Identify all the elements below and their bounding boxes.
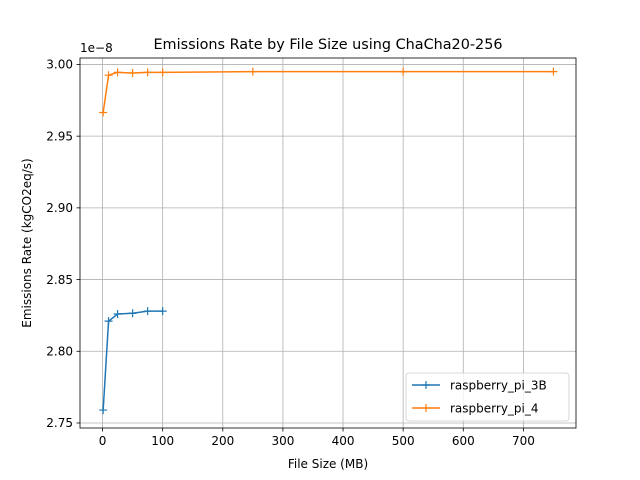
data-point-raspberry-pi-4	[99, 108, 108, 117]
data-point-raspberry-pi-4	[399, 67, 408, 76]
x-tick-label: 400	[332, 434, 355, 448]
y-tick-label: 2.85	[46, 273, 73, 287]
data-point-raspberry-pi-4	[158, 68, 167, 77]
legend-label-raspberry-pi-4: raspberry_pi_4	[450, 402, 539, 416]
grid	[80, 58, 576, 428]
y-tick-label: 2.95	[46, 129, 73, 143]
x-tick-label: 500	[392, 434, 415, 448]
series-area	[99, 67, 558, 415]
y-tick-label: 2.90	[46, 201, 73, 215]
y-offset-label: 1e−8	[80, 41, 113, 55]
y-axis-label: Emissions Rate (kgCO2eq/s)	[20, 158, 34, 327]
plot-frame	[79, 57, 577, 429]
y-tick-label: 2.80	[46, 344, 73, 358]
data-point-raspberry-pi-4	[143, 68, 152, 77]
series-line-raspberry-pi-4	[102, 70, 554, 113]
data-point-raspberry-pi-4	[104, 71, 113, 80]
data-point-raspberry-pi-3b	[128, 309, 137, 318]
x-tick-label: 700	[512, 434, 535, 448]
y-tick-label: 2.75	[46, 416, 73, 430]
y-tick-label: 3.00	[46, 58, 73, 72]
x-tick-label: 600	[452, 434, 475, 448]
data-point-raspberry-pi-3b	[113, 309, 122, 318]
data-point-raspberry-pi-3b	[99, 406, 108, 415]
series-line-raspberry-pi-3b	[102, 310, 163, 411]
data-point-raspberry-pi-3b	[158, 307, 167, 316]
data-point-raspberry-pi-4	[549, 67, 558, 76]
data-point-raspberry-pi-4	[248, 67, 257, 76]
x-tick-label: 100	[151, 434, 174, 448]
axis-ticks: 0 100 200 300 400 500 600 700 2.75 2.80 2.85 2.90 2.…	[46, 58, 535, 448]
legend-label-raspberry-pi-3b: raspberry_pi_3B	[450, 379, 547, 393]
x-tick-label: 200	[211, 434, 234, 448]
x-axis-label: File Size (MB)	[288, 457, 368, 471]
data-point-raspberry-pi-3b	[104, 317, 113, 326]
legend-marker-raspberry-pi-3b	[422, 381, 430, 389]
legend-box	[405, 372, 570, 422]
x-tick-label: 0	[99, 434, 107, 448]
x-tick-label: 300	[271, 434, 294, 448]
chart-title: Emissions Rate by File Size using ChaCha…	[153, 37, 502, 53]
data-point-raspberry-pi-4	[128, 69, 137, 78]
data-point-raspberry-pi-4	[113, 68, 122, 77]
legend-marker-raspberry-pi-4	[422, 404, 430, 412]
data-point-raspberry-pi-3b	[143, 307, 152, 316]
legend: raspberry_pi_3B raspberry_pi_4	[405, 372, 570, 422]
